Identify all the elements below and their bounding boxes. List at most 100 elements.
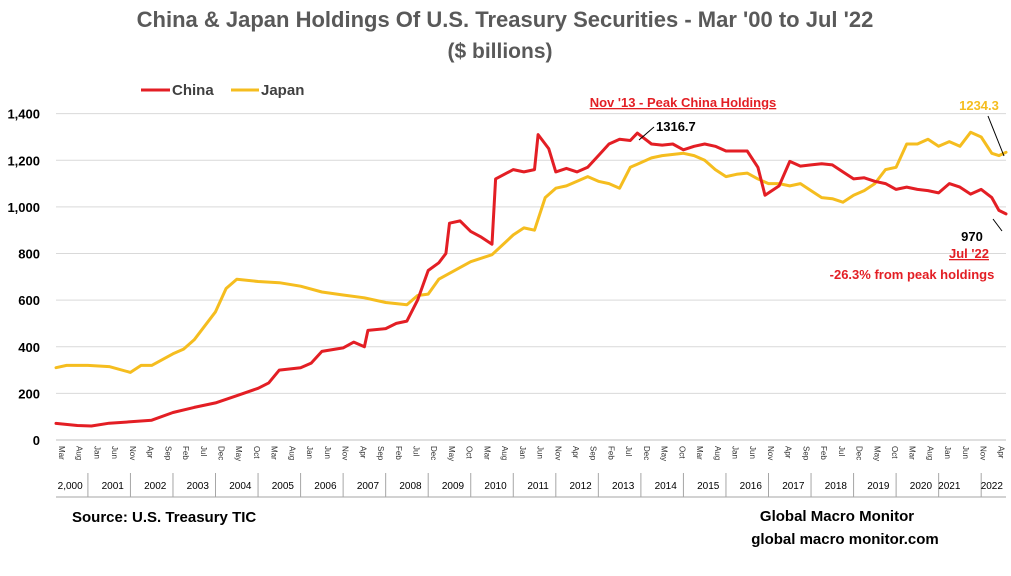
x-month-label: Nov <box>553 446 562 460</box>
x-month-label: Sep <box>376 446 385 461</box>
x-month-label: May <box>447 446 456 461</box>
x-year-label: 2,000 <box>58 481 83 492</box>
annotation-peak-value: 1316.7 <box>656 119 696 134</box>
annotations: Nov '13 - Peak China Holdings 1316.7 123… <box>590 95 1005 282</box>
x-month-label: Aug <box>926 446 935 460</box>
x-month-label: Apr <box>571 446 580 459</box>
x-month-label: Nov <box>766 446 775 460</box>
x-month-label: Jun <box>748 446 757 459</box>
y-axis: 0 200 400 600 800 1,000 1,200 1,400 <box>7 107 1006 448</box>
x-year-label: 2004 <box>229 481 252 492</box>
x-month-label: Jun <box>110 446 119 459</box>
x-month-label: Oct <box>465 446 474 459</box>
x-month-label: Jan <box>92 446 101 459</box>
x-year-label: 2020 <box>910 481 933 492</box>
x-year-label: 2014 <box>655 481 678 492</box>
x-year-label: 2022 <box>981 481 1004 492</box>
annotation-peak-title: Nov '13 - Peak China Holdings <box>590 95 777 110</box>
x-month-label: Apr <box>146 446 155 459</box>
x-year-label: 2011 <box>527 481 549 492</box>
chart-title: China & Japan Holdings Of U.S. Treasury … <box>137 7 874 32</box>
series-lines <box>54 130 1008 428</box>
annotation-china-latest: 970 <box>961 229 983 244</box>
source-note: Source: U.S. Treasury TIC <box>72 509 256 526</box>
x-year-label: 2006 <box>314 481 337 492</box>
y-tick-label: 800 <box>18 247 40 262</box>
legend-label-china: China <box>172 82 214 99</box>
x-year-label: 2003 <box>187 481 210 492</box>
annotation-japan-leader <box>987 115 1005 157</box>
x-month-label: Nov <box>979 446 988 460</box>
x-month-label: Apr <box>784 446 793 459</box>
x-year-label: 2007 <box>357 481 380 492</box>
x-month-label: Feb <box>181 446 190 460</box>
annotation-peak-leader <box>638 126 655 141</box>
series-line-china <box>54 131 1008 428</box>
annotation-japan-latest: 1234.3 <box>959 98 999 113</box>
x-month-label: Aug <box>713 446 722 460</box>
x-month-label: Sep <box>589 446 598 461</box>
chart-subtitle: ($ billions) <box>448 40 553 63</box>
x-year-label: 2018 <box>825 481 848 492</box>
x-month-label: Dec <box>642 446 651 460</box>
x-year-label: 2016 <box>740 481 763 492</box>
y-tick-label: 0 <box>33 433 40 448</box>
x-month-label: May <box>660 446 669 461</box>
x-month-label: Feb <box>819 446 828 460</box>
x-month-label: Dec <box>429 446 438 460</box>
x-month-label: Jun <box>323 446 332 459</box>
x-month-label: May <box>234 446 243 461</box>
x-month-label: Mar <box>695 446 704 460</box>
x-month-label: Nov <box>341 446 350 460</box>
x-month-label: Apr <box>358 446 367 459</box>
annotation-china-date: Jul '22 <box>949 246 989 261</box>
x-year-label: 2013 <box>612 481 635 492</box>
x-year-label: 2012 <box>570 481 593 492</box>
y-tick-label: 1,200 <box>7 153 40 168</box>
legend-label-japan: Japan <box>261 82 304 99</box>
x-year-label: 2009 <box>442 481 465 492</box>
x-month-label: Mar <box>270 446 279 460</box>
x-month-label: Aug <box>500 446 509 460</box>
x-month-label: Jan <box>731 446 740 459</box>
x-year-label: 2010 <box>484 481 507 492</box>
x-month-label: Dec <box>217 446 226 460</box>
y-tick-label: 1,000 <box>7 200 40 215</box>
y-tick-label: 200 <box>18 386 40 401</box>
x-month-label: Jun <box>961 446 970 459</box>
x-year-label: 2005 <box>272 481 295 492</box>
x-month-label: May <box>872 446 881 461</box>
x-month-label: Jul <box>624 446 633 456</box>
x-month-label: Jul <box>412 446 421 456</box>
x-year-label: 2021 <box>938 481 961 492</box>
legend: China Japan <box>141 82 304 99</box>
x-year-label: 2015 <box>697 481 720 492</box>
x-year-label: 2008 <box>399 481 422 492</box>
x-year-label: 2017 <box>782 481 805 492</box>
brand-name: Global Macro Monitor <box>760 508 914 525</box>
annotation-drawdown: -26.3% from peak holdings <box>830 267 995 282</box>
y-tick-label: 400 <box>18 340 40 355</box>
x-month-label: Aug <box>75 446 84 460</box>
annotation-china-leader <box>992 218 1003 232</box>
x-month-label: Aug <box>287 446 296 460</box>
x-year-label: 2001 <box>102 481 125 492</box>
x-month-label: Nov <box>128 446 137 460</box>
x-month-label: Jul <box>837 446 846 456</box>
x-month-label: Feb <box>394 446 403 460</box>
x-axis: Mar Aug Jan Jun Nov Apr Sep Feb Jul Dec May Oct Mar A… <box>56 446 1006 498</box>
y-tick-label: 600 <box>18 293 40 308</box>
x-month-label: Jun <box>536 446 545 459</box>
x-month-label: Jan <box>518 446 527 459</box>
brand-url: global macro monitor.com <box>751 531 939 548</box>
x-month-label: Jul <box>199 446 208 456</box>
x-month-label: Mar <box>482 446 491 460</box>
gridlines <box>56 113 1006 394</box>
x-month-label: Sep <box>801 446 810 461</box>
x-year-label: 2019 <box>867 481 890 492</box>
x-month-label: Oct <box>677 446 686 459</box>
x-month-label: Mar <box>57 446 66 460</box>
